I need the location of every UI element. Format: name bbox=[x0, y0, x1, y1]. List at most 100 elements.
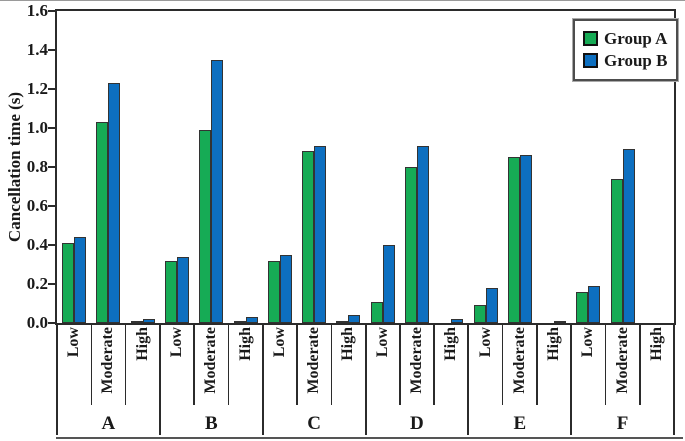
y-tick-label: 0.0 bbox=[26, 313, 48, 332]
condition-label: Low bbox=[579, 327, 597, 358]
y-tick-mark bbox=[48, 283, 55, 285]
condition-label: Low bbox=[373, 327, 391, 358]
bar-group-a-A-low bbox=[62, 243, 75, 323]
y-tick-label: 0.2 bbox=[26, 274, 48, 293]
bar-group-b-D-low bbox=[382, 245, 395, 323]
bar-group-a-A-high bbox=[130, 321, 143, 323]
condition-separator-line bbox=[536, 323, 538, 405]
condition-separator-line bbox=[227, 323, 230, 405]
condition-label: Moderate bbox=[99, 327, 117, 394]
condition-separator-line bbox=[604, 323, 607, 405]
bar-group-b-E-moderate bbox=[519, 155, 532, 323]
bar-group-b-C-low bbox=[279, 255, 292, 323]
bar-group-b-E-high bbox=[554, 321, 566, 323]
bar-group-a-D-moderate bbox=[404, 167, 417, 323]
bar-group-b-D-high bbox=[451, 319, 464, 323]
condition-label: High bbox=[339, 327, 357, 361]
group-b-swatch-icon bbox=[583, 53, 598, 68]
y-tick-label: 1.6 bbox=[26, 1, 48, 20]
group-separator-line bbox=[158, 323, 161, 435]
y-tick-mark bbox=[48, 127, 55, 129]
condition-separator-line bbox=[399, 323, 401, 405]
table-bottom-line bbox=[56, 437, 683, 439]
bar-group-b-A-low bbox=[74, 237, 87, 323]
condition-label: High bbox=[442, 327, 460, 361]
y-tick-label: 1.4 bbox=[26, 40, 48, 59]
condition-separator-line bbox=[639, 323, 641, 405]
group-separator-line bbox=[570, 323, 573, 435]
bar-group-a-F-moderate bbox=[610, 179, 623, 323]
group-label: F bbox=[616, 413, 629, 434]
y-tick-mark bbox=[48, 322, 55, 324]
group-label: D bbox=[410, 413, 424, 434]
group-label: B bbox=[204, 413, 218, 434]
group-separator-line bbox=[467, 323, 470, 435]
bar-group-b-F-moderate bbox=[622, 149, 635, 323]
condition-label: Moderate bbox=[305, 327, 323, 394]
y-tick-mark bbox=[48, 244, 55, 246]
bar-group-a-C-moderate bbox=[302, 151, 315, 323]
condition-separator-line bbox=[330, 323, 332, 405]
plot-area bbox=[55, 9, 676, 325]
bar-group-a-B-moderate bbox=[199, 130, 212, 323]
group-separator-line bbox=[261, 323, 264, 435]
bar-group-b-B-low bbox=[177, 257, 189, 323]
group-label: E bbox=[513, 413, 527, 434]
group-label: A bbox=[101, 413, 116, 434]
bar-group-a-C-low bbox=[267, 261, 280, 323]
condition-label: Moderate bbox=[510, 327, 528, 394]
bar-group-b-C-high bbox=[348, 315, 361, 323]
bar-group-a-B-low bbox=[165, 261, 177, 323]
condition-label: Low bbox=[65, 327, 83, 358]
legend-label-group-a: Group A bbox=[604, 29, 668, 48]
condition-separator-line bbox=[296, 323, 298, 405]
condition-separator-line bbox=[193, 323, 195, 405]
condition-separator-line bbox=[501, 323, 504, 405]
y-tick-label: 0.4 bbox=[26, 235, 48, 254]
condition-separator-line bbox=[124, 323, 127, 405]
condition-separator-line bbox=[90, 323, 92, 405]
y-tick-mark bbox=[48, 10, 55, 12]
bar-group-b-A-high bbox=[142, 319, 155, 323]
condition-label: High bbox=[133, 327, 151, 361]
y-tick-mark bbox=[48, 49, 55, 51]
y-tick-label: 0.8 bbox=[26, 157, 48, 176]
bar-group-a-E-low bbox=[473, 305, 486, 323]
bar-group-a-C-high bbox=[336, 321, 349, 323]
bar-group-a-A-moderate bbox=[96, 122, 109, 323]
condition-label: Low bbox=[168, 327, 185, 358]
condition-separator-line bbox=[433, 323, 435, 405]
condition-label: Moderate bbox=[407, 327, 425, 394]
bar-group-a-B-high bbox=[233, 321, 246, 323]
bar-group-b-E-low bbox=[485, 288, 498, 323]
bar-group-b-B-high bbox=[245, 317, 258, 323]
bar-group-b-F-low bbox=[588, 286, 601, 323]
group-separator-line bbox=[56, 323, 58, 435]
bar-group-b-C-moderate bbox=[314, 146, 327, 323]
condition-label: High bbox=[236, 327, 254, 361]
bar-group-b-A-moderate bbox=[108, 83, 121, 323]
legend: Group A Group B bbox=[571, 18, 680, 82]
group-a-swatch-icon bbox=[583, 31, 598, 46]
bar-group-b-B-moderate bbox=[211, 60, 224, 323]
y-tick-label: 1.2 bbox=[26, 79, 48, 98]
legend-item-group-a: Group A bbox=[583, 29, 667, 48]
condition-label: Moderate bbox=[202, 327, 220, 394]
y-tick-mark bbox=[48, 205, 55, 207]
bar-group-a-D-low bbox=[370, 302, 383, 323]
y-tick-label: 0.6 bbox=[26, 196, 48, 215]
group-separator-line bbox=[673, 323, 675, 435]
condition-label: High bbox=[647, 327, 665, 361]
bar-group-b-D-moderate bbox=[416, 146, 429, 323]
group-separator-line bbox=[364, 323, 367, 435]
condition-label: Moderate bbox=[613, 327, 631, 394]
condition-label: Low bbox=[270, 327, 288, 358]
bar-group-a-E-moderate bbox=[507, 157, 520, 323]
condition-label: High bbox=[545, 327, 562, 361]
condition-label: Low bbox=[476, 327, 494, 358]
y-tick-mark bbox=[48, 166, 55, 168]
legend-label-group-b: Group B bbox=[604, 51, 668, 70]
y-tick-label: 1.0 bbox=[26, 118, 48, 137]
group-label: C bbox=[307, 413, 321, 434]
